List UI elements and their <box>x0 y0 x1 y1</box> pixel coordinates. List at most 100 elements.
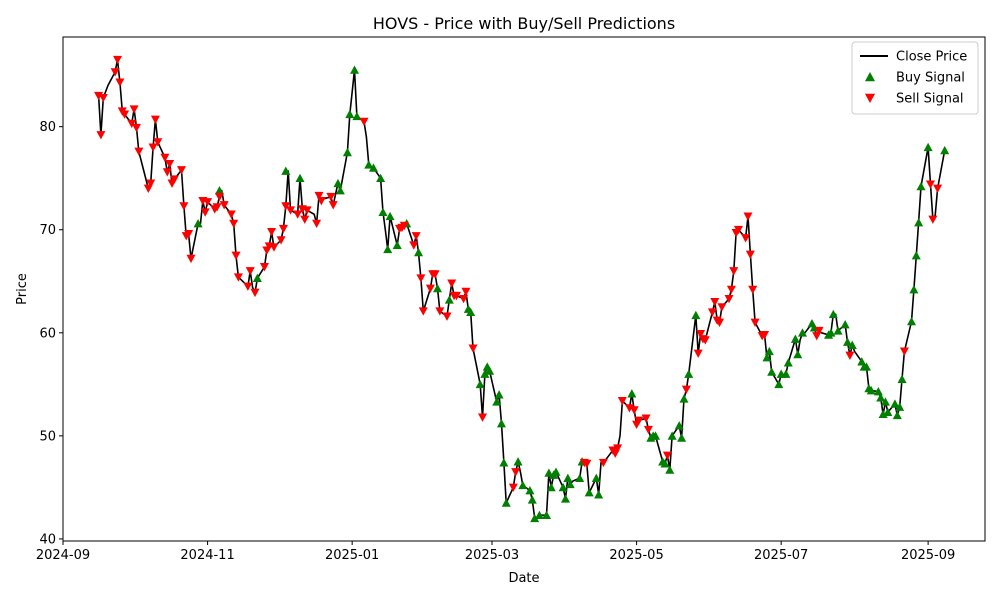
buy-signal-marker <box>518 480 528 490</box>
sell-signal-marker <box>293 210 303 219</box>
buy-signal-marker <box>880 397 890 406</box>
sell-signal-marker <box>113 55 123 65</box>
buy-signal-marker <box>691 310 701 320</box>
buy-signal-marker <box>527 495 537 504</box>
y-tick-label: 50 <box>39 429 56 444</box>
sell-signal-marker <box>233 273 243 282</box>
sell-signal-marker <box>276 236 286 245</box>
sell-signal-marker <box>131 123 141 133</box>
sell-signal-marker <box>409 241 419 250</box>
sell-signal-marker <box>598 458 608 468</box>
sell-signal-marker <box>120 110 130 119</box>
sell-signal-marker <box>300 215 310 224</box>
sell-signal-marker <box>707 308 717 317</box>
plot-area <box>94 55 950 523</box>
buy-signal-marker <box>940 145 950 155</box>
buy-signal-marker <box>385 211 395 221</box>
sell-signal-marker <box>212 203 222 212</box>
sell-signal-marker <box>278 224 288 234</box>
x-tick-label: 2024-11 <box>180 548 234 563</box>
sell-signal-marker <box>148 143 158 152</box>
sell-signal-marker <box>734 225 744 235</box>
sell-signal-marker <box>925 180 935 189</box>
buy-signal-marker <box>897 374 907 384</box>
buy-signal-marker <box>542 510 552 520</box>
sell-signal-marker <box>179 202 189 211</box>
buy-signal-marker <box>774 379 784 389</box>
sell-signal-marker <box>165 159 175 169</box>
buy-signal-marker <box>295 173 305 183</box>
x-tick-label: 2025-09 <box>901 548 955 563</box>
buy-signal-marker <box>252 273 262 283</box>
sell-signal-marker <box>717 303 727 312</box>
buy-signal-marker <box>335 186 345 195</box>
buy-signal-marker <box>767 367 777 376</box>
x-tick-label: 2024-09 <box>36 548 90 563</box>
buy-signal-marker <box>565 479 575 489</box>
sell-signal-marker <box>933 184 943 194</box>
sell-signal-marker <box>250 288 260 298</box>
sell-signal-marker <box>451 291 461 301</box>
buy-signal-marker <box>833 326 843 335</box>
sell-signal-marker <box>741 234 751 243</box>
sell-signal-marker <box>281 202 291 211</box>
sell-signal-marker <box>748 285 758 295</box>
buy-signal-marker <box>414 247 424 257</box>
buy-signal-marker <box>911 251 921 260</box>
buy-signal-marker <box>281 166 291 175</box>
buy-signal-marker <box>667 431 677 440</box>
x-axis: 2024-09 2024-11 2025-01 2025-03 2025-05 2025-… <box>36 541 955 563</box>
legend-label-sell-signal: Sell Signal <box>896 92 964 107</box>
buy-signal-marker <box>790 334 800 343</box>
buy-signal-marker <box>781 369 791 378</box>
sell-signal-marker <box>715 318 725 327</box>
sell-signal-marker <box>326 192 336 202</box>
x-tick-label: 2025-01 <box>325 548 379 563</box>
sell-signal-marker <box>634 416 644 425</box>
sell-signal-marker <box>229 219 239 229</box>
sell-signal-marker <box>511 468 521 477</box>
sell-signal-marker <box>134 147 144 156</box>
buy-signal-marker <box>383 244 393 254</box>
buy-signal-marker <box>883 407 893 416</box>
sell-signal-marker <box>845 351 855 360</box>
buy-signal-marker <box>584 488 594 497</box>
sell-signal-marker <box>115 78 125 87</box>
sell-signal-marker <box>641 414 651 423</box>
sell-signal-marker <box>461 287 471 297</box>
sell-signal-marker <box>729 267 739 276</box>
legend: Close Price Buy Signal Sell Signal <box>851 41 979 115</box>
sell-signal-marker <box>231 251 241 261</box>
sell-signal-marker <box>459 294 469 304</box>
sell-signal-marker <box>899 347 909 356</box>
sell-signal-marker <box>928 215 938 224</box>
sell-signal-marker <box>399 221 409 231</box>
legend-label-buy-signal: Buy Signal <box>896 71 965 86</box>
y-axis: 40 50 60 70 80 <box>39 120 63 547</box>
buy-signal-marker <box>793 349 803 359</box>
buy-signal-marker <box>466 307 476 317</box>
buy-signal-marker <box>333 178 343 188</box>
buy-signal-marker <box>847 340 857 349</box>
sell-signal-marker <box>203 198 213 207</box>
sell-signal-marker <box>700 336 710 345</box>
sell-signal-marker <box>129 105 139 114</box>
sell-signal-marker <box>447 279 457 288</box>
sell-signal-marker <box>162 168 172 177</box>
sell-signal-marker <box>184 230 194 239</box>
buy-signal-marker <box>544 468 554 477</box>
buy-signal-marker <box>826 328 836 337</box>
sell-signal-marker <box>243 282 253 291</box>
buy-signal-marker <box>546 482 556 492</box>
buy-signal-marker <box>866 386 876 395</box>
buy-signal-marker <box>501 498 511 507</box>
sell-signal-marker <box>219 201 229 210</box>
sell-signal-marker <box>286 206 296 215</box>
buy-signal-marker <box>558 482 568 492</box>
sell-signal-marker <box>693 349 703 358</box>
buy-signal-marker <box>480 369 490 378</box>
buy-signal-marker <box>861 362 871 371</box>
sell-signal-marker <box>418 307 428 316</box>
sell-signal-marker <box>160 153 170 163</box>
